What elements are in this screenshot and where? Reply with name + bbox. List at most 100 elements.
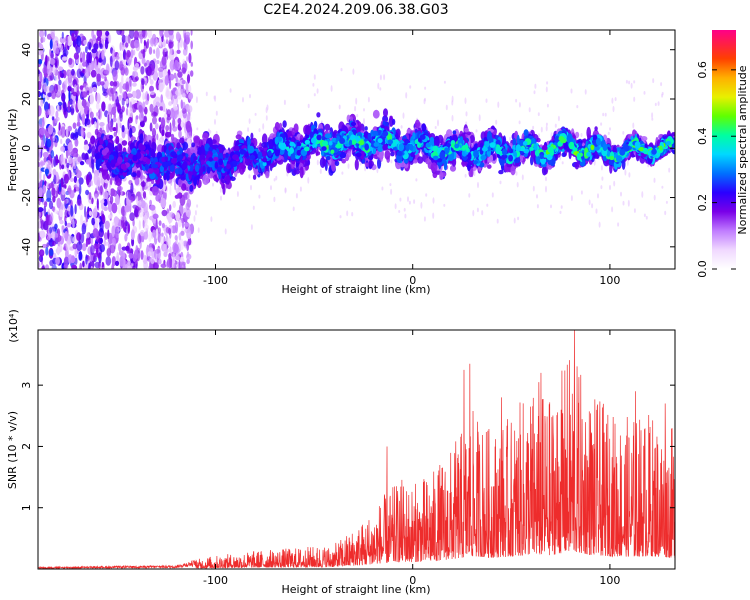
spectrogram-noise-cell bbox=[154, 96, 161, 103]
spectrogram-noise-cell bbox=[142, 220, 145, 229]
spectrogram-noise-cell bbox=[101, 101, 106, 112]
spectrogram-noise-cell bbox=[70, 205, 74, 217]
spectrogram-faint-cell bbox=[432, 197, 435, 204]
spectrogram-faint-cell bbox=[445, 104, 448, 111]
spectrogram-noise-cell bbox=[117, 124, 121, 136]
spectrogram-noise-cell bbox=[190, 40, 193, 50]
spectrogram-faint-cell bbox=[355, 97, 358, 105]
spectrogram-noise-cell bbox=[143, 39, 146, 47]
spectrogram-noise-cell bbox=[65, 240, 71, 252]
spectrogram-noise-cell bbox=[175, 77, 178, 83]
spectrogram-faint-cell bbox=[404, 213, 407, 219]
spectrogram-noise-cell bbox=[60, 138, 63, 145]
spectrogram-faint-cell bbox=[614, 97, 617, 102]
spectrogram-noise-cell bbox=[133, 39, 140, 49]
spectrogram-noise-cell bbox=[182, 48, 188, 56]
spectrogram-noise-cell bbox=[169, 255, 173, 268]
spectrogram-faint-cell bbox=[214, 118, 216, 125]
spectrogram-faint-cell bbox=[632, 122, 635, 129]
spectrogram-faint-cell bbox=[224, 228, 227, 235]
spectrogram-noise-cell bbox=[177, 71, 183, 78]
spectrogram-band-cell bbox=[368, 160, 374, 167]
spectrogram-noise-cell bbox=[96, 198, 99, 209]
spectrogram-noise-cell bbox=[67, 125, 72, 132]
spectrogram-band-cell bbox=[265, 170, 270, 179]
spectrogram-noise-cell bbox=[87, 109, 90, 120]
spectrogram-band-cell bbox=[432, 171, 438, 179]
spectrogram-noise-cell bbox=[52, 168, 57, 176]
spectrogram-noise-cell bbox=[39, 71, 43, 84]
spectrogram-noise-cell bbox=[49, 39, 53, 50]
spectrogram-noise-cell bbox=[76, 199, 83, 207]
spectrogram-band-cell bbox=[164, 131, 172, 138]
spectrogram-noise-cell bbox=[111, 202, 118, 214]
spectrogram-noise-cell bbox=[43, 82, 47, 93]
spectrogram-noise-cell bbox=[126, 93, 133, 98]
spectrogram-noise-cell bbox=[65, 35, 69, 47]
spectrogram-faint-cell bbox=[389, 183, 392, 187]
spectrogram-noise-cell bbox=[42, 93, 46, 99]
spectrogram-noise-cell bbox=[133, 49, 136, 56]
spectrogram-faint-cell bbox=[347, 163, 350, 169]
spectrogram-noise-cell bbox=[72, 243, 78, 250]
spectrogram-noise-cell bbox=[67, 185, 72, 195]
spectrogram-noise-cell bbox=[91, 117, 94, 125]
spectrogram-faint-cell bbox=[214, 95, 217, 102]
spectrogram-noise-cell bbox=[82, 260, 85, 268]
spectrogram-noise-cell bbox=[86, 51, 91, 64]
spectrogram-noise-cell bbox=[51, 116, 55, 121]
spectrogram-band-cell bbox=[278, 122, 283, 131]
spectrogram-noise-cell bbox=[68, 57, 73, 65]
spectrogram-noise-cell bbox=[118, 243, 122, 252]
spectrogram-noise-cell bbox=[99, 127, 103, 132]
spectrogram-noise-cell bbox=[154, 249, 157, 260]
spectrogram-noise-cell bbox=[142, 48, 146, 59]
spectrogram-noise-cell bbox=[47, 108, 52, 116]
spectrogram-noise-cell bbox=[136, 195, 139, 205]
spectrogram-band-cell bbox=[487, 164, 492, 169]
spectrogram-band-cell bbox=[202, 174, 210, 185]
spectrogram-faint-cell bbox=[210, 216, 213, 222]
spectrogram-faint-cell bbox=[651, 117, 654, 121]
spectrogram-faint-cell bbox=[472, 209, 475, 217]
spectrogram-noise-cell bbox=[158, 82, 164, 93]
spectrogram-noise-cell bbox=[42, 184, 46, 194]
spectrogram-noise-cell bbox=[70, 108, 75, 114]
spectrogram-noise-cell bbox=[89, 93, 95, 105]
spectrogram-band-cell bbox=[190, 144, 197, 154]
spectrogram-noise-cell bbox=[186, 113, 190, 122]
spectrogram-noise-cell bbox=[138, 104, 143, 113]
spectrogram-noise-cell bbox=[90, 265, 93, 269]
spectrogram-faint-cell bbox=[617, 222, 620, 227]
spectrogram-noise-cell bbox=[129, 212, 135, 222]
spectrogram-noise-cell bbox=[66, 35, 72, 47]
spectrogram-faint-cell bbox=[654, 102, 657, 107]
spectrogram-noise-cell bbox=[86, 90, 90, 96]
spectrogram-noise-cell bbox=[55, 257, 60, 265]
spectrogram-faint-cell bbox=[643, 213, 646, 218]
spectrogram-noise-cell bbox=[99, 81, 105, 86]
spectrogram-noise-cell bbox=[185, 202, 190, 211]
spectrogram-noise-cell bbox=[50, 30, 56, 39]
spectrogram-noise-cell bbox=[113, 131, 118, 137]
spectrogram-noise-cell bbox=[96, 73, 101, 82]
spectrogram-noise-cell bbox=[83, 144, 90, 151]
spectrogram-noise-cell bbox=[181, 79, 186, 85]
spectrogram-noise-cell bbox=[67, 100, 71, 112]
spectrogram-faint-cell bbox=[351, 212, 354, 217]
spectrogram-faint-cell bbox=[491, 192, 494, 198]
spectrogram-faint-cell bbox=[451, 95, 454, 103]
spectrogram-noise-cell bbox=[43, 76, 47, 84]
spectrogram-noise-cell bbox=[42, 151, 49, 158]
spectrogram-noise-cell bbox=[74, 128, 79, 140]
spectrogram-faint-cell bbox=[595, 208, 598, 214]
spectrogram-noise-cell bbox=[132, 253, 137, 262]
spectrogram-noise-cell bbox=[46, 138, 52, 148]
spectrogram-noise-cell bbox=[177, 117, 182, 125]
page-title: C2E4.2024.209.06.38.G03 bbox=[263, 2, 449, 18]
spectrogram-noise-cell bbox=[188, 92, 194, 100]
spectrogram-faint-cell bbox=[518, 102, 521, 108]
spectrogram-noise-cell bbox=[149, 204, 156, 211]
spectrogram-noise-cell bbox=[137, 196, 144, 202]
spectrogram-noise-cell bbox=[139, 229, 145, 237]
